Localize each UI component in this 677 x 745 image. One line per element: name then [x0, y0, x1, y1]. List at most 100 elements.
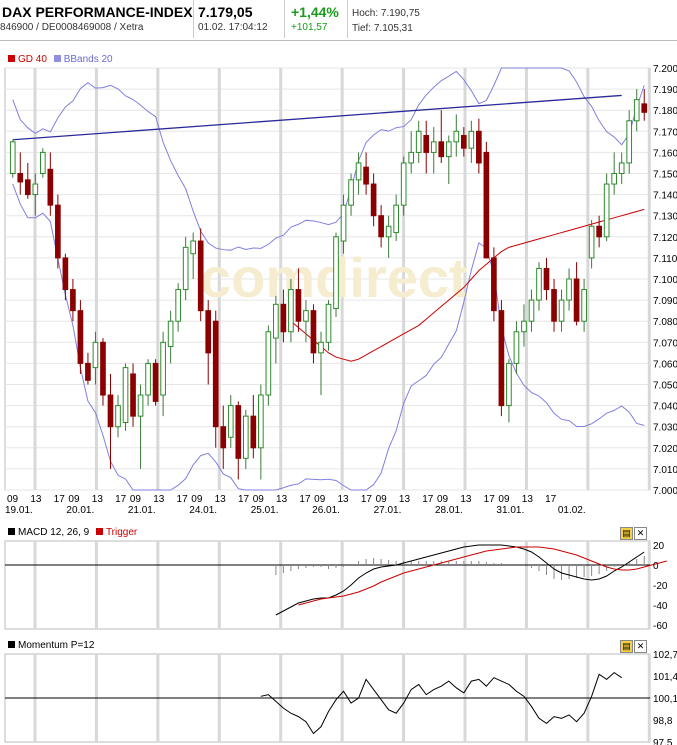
candle-body [242, 415, 249, 459]
y-tick-label: 7.200 [653, 64, 677, 75]
macd-y-tick-label: 0 [653, 561, 659, 572]
momentum-y-tick-label: 97,5 [653, 738, 673, 745]
candle-body [558, 299, 565, 322]
hour-tick-label: 17 [177, 494, 189, 505]
y-tick-label: 7.090 [653, 296, 677, 307]
date-tick-label: 31.01. [496, 505, 524, 516]
candle-body [573, 278, 580, 322]
candle-body [92, 341, 99, 369]
candle-body [47, 168, 54, 206]
price-chart-panel: GD 40 BBands 20 comdirect 7.2007.1907.18… [0, 52, 677, 522]
date-tick-label: 26.01. [312, 505, 340, 516]
candle-body [310, 310, 317, 354]
momentum-line [260, 671, 622, 735]
candle-body [175, 289, 181, 322]
momentum-legend: Momentum P=12 [4, 638, 94, 654]
hour-tick-label: 17 [361, 494, 373, 505]
hour-tick-label: 09 [314, 494, 326, 505]
candle-body [318, 341, 324, 354]
candle-body [400, 162, 407, 206]
hour-tick-label: 17 [238, 494, 250, 505]
candle-body [77, 310, 84, 364]
candle-body [182, 246, 189, 291]
quote-time: 01.02. 17:04:12 [198, 22, 268, 33]
date-tick-label: 01.02. [558, 505, 586, 516]
bband-upper-line [12, 67, 645, 251]
candle-body [160, 341, 166, 396]
trigger-legend-swatch [95, 528, 103, 535]
candle-body [303, 310, 309, 322]
change-percent: +1,44% [291, 4, 339, 20]
candle-body [152, 362, 159, 402]
y-tick-label: 7.130 [653, 212, 677, 223]
trigger-legend-label: Trigger [105, 527, 138, 538]
momentum-chart: 102,7 101,4 100,1 98,8 97,5 [4, 650, 677, 745]
candle-body [325, 303, 332, 343]
candle-body [265, 331, 272, 396]
candle-body [430, 141, 437, 153]
hour-tick-label: 13 [30, 494, 42, 505]
instrument-ident: 846900 / DE0008469008 / Xetra [0, 22, 144, 33]
range-cell: Hoch: 7.190,75 Tief: 7.105,31 [348, 0, 448, 38]
candle-body [100, 341, 106, 396]
candle-body [476, 130, 482, 164]
y-tick-label: 7.010 [653, 465, 677, 476]
candle-body [536, 267, 542, 301]
candle-body [355, 162, 362, 181]
hour-tick-label: 09 [376, 494, 388, 505]
candle-body [566, 278, 572, 301]
y-tick-label: 7.060 [653, 359, 677, 370]
candle-body [227, 405, 234, 438]
macd-y-tick-label: -60 [653, 621, 668, 632]
candle-body [611, 173, 618, 185]
gd-legend-swatch [8, 55, 15, 62]
momentum-close-button[interactable]: ✕ [634, 640, 647, 653]
bbands-legend-label: BBands 20 [63, 54, 113, 65]
candle-body [415, 130, 422, 153]
price-legend: GD 40 BBands 20 [4, 52, 113, 68]
candle-body [445, 141, 452, 158]
candle-body [280, 303, 287, 333]
candle-body [506, 362, 512, 407]
y-tick-label: 7.110 [653, 254, 677, 265]
candle-body [633, 99, 640, 122]
macd-legend-label: MACD 12, 26, 9 [18, 527, 90, 538]
macd-settings-button[interactable]: ▤ [620, 527, 633, 540]
y-tick-label: 7.150 [653, 170, 677, 181]
hour-tick-label: 13 [337, 494, 349, 505]
hour-tick-label: 13 [215, 494, 227, 505]
candle-body [340, 204, 347, 242]
candle-body [385, 225, 392, 238]
macd-close-button[interactable]: ✕ [634, 527, 647, 540]
momentum-y-tick-label: 102,7 [653, 650, 677, 661]
momentum-settings-button[interactable]: ▤ [620, 640, 633, 653]
hour-tick-label: 13 [522, 494, 534, 505]
change-cell: +1,44% +101,57 [285, 0, 348, 38]
candle-body [370, 183, 377, 217]
change-absolute: +101,57 [291, 22, 328, 33]
y-tick-label: 7.030 [653, 423, 677, 434]
macd-legend: MACD 12, 26, 9 Trigger [4, 525, 137, 541]
candle-body [603, 183, 610, 238]
candle-body [190, 240, 197, 255]
y-tick-label: 7.100 [653, 275, 677, 286]
bbands-legend-swatch [53, 55, 61, 62]
y-tick-label: 7.170 [653, 127, 677, 138]
candle-body [130, 373, 136, 417]
hour-tick-label: 09 [191, 494, 203, 505]
candle-body [273, 303, 279, 339]
macd-y-tick-label: 20 [653, 541, 665, 552]
candle-body [348, 179, 354, 206]
candle-body [581, 289, 587, 322]
candle-body [333, 236, 339, 310]
candle-body [363, 166, 369, 185]
gd40-line [290, 208, 645, 362]
candle-body [197, 240, 204, 312]
y-tick-label: 7.120 [653, 233, 677, 244]
y-tick-label: 7.000 [653, 486, 677, 497]
hour-tick-label: 13 [92, 494, 104, 505]
date-tick-label: 21.01. [128, 505, 156, 516]
macd-y-tick-label: -20 [653, 581, 668, 592]
candle-body [483, 151, 490, 259]
candle-body [408, 151, 415, 164]
